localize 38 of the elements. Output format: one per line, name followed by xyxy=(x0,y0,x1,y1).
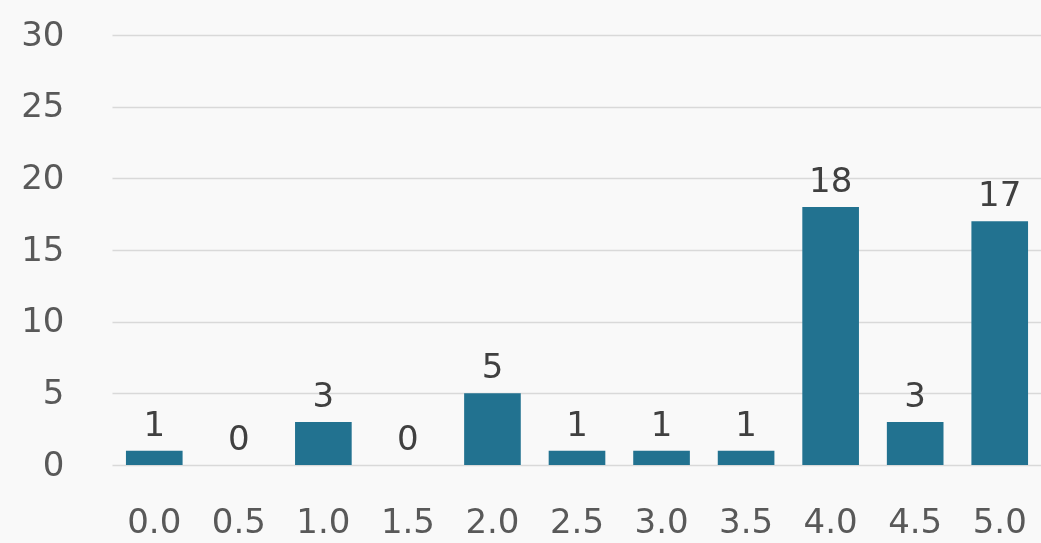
bar xyxy=(886,422,944,465)
bar xyxy=(802,207,859,465)
data-label: 17 xyxy=(978,174,1022,215)
data-label: 5 xyxy=(481,346,504,387)
bar xyxy=(464,393,521,465)
x-tick-label: 3.0 xyxy=(634,500,689,541)
y-tick-label: 20 xyxy=(21,156,65,197)
x-tick-label: 2.5 xyxy=(549,500,605,541)
x-tick-label: 0.5 xyxy=(211,500,266,541)
x-tick-label: 3.5 xyxy=(719,500,774,541)
x-tick-label: 0.0 xyxy=(127,500,182,541)
bar xyxy=(971,221,1029,465)
y-tick-label: 5 xyxy=(42,371,65,412)
data-label: 1 xyxy=(650,403,673,444)
data-label: 18 xyxy=(809,160,853,200)
data-label: 3 xyxy=(312,375,335,415)
bar xyxy=(633,450,690,465)
data-label: 3 xyxy=(904,375,926,415)
x-tick-label: 1.0 xyxy=(296,500,351,541)
bar xyxy=(125,450,183,465)
x-tick-label: 5.0 xyxy=(972,500,1027,541)
x-tick-label: 1.5 xyxy=(380,500,435,541)
y-tick-label: 0 xyxy=(42,443,65,484)
data-label: 0 xyxy=(397,418,419,458)
y-tick-label: 30 xyxy=(21,13,65,54)
x-tick-label: 2.0 xyxy=(465,500,520,541)
x-tick-label: 4.0 xyxy=(803,500,858,541)
x-tick-label: 4.5 xyxy=(888,500,943,541)
y-tick-label: 15 xyxy=(21,228,65,269)
bar xyxy=(295,422,352,465)
bar xyxy=(717,450,775,465)
data-label: 1 xyxy=(143,403,166,444)
bar xyxy=(548,450,606,465)
data-label: 1 xyxy=(735,403,757,444)
data-label: 1 xyxy=(566,403,588,444)
data-label: 0 xyxy=(228,418,250,458)
y-tick-label: 10 xyxy=(21,300,65,341)
y-tick-label: 25 xyxy=(21,85,65,126)
